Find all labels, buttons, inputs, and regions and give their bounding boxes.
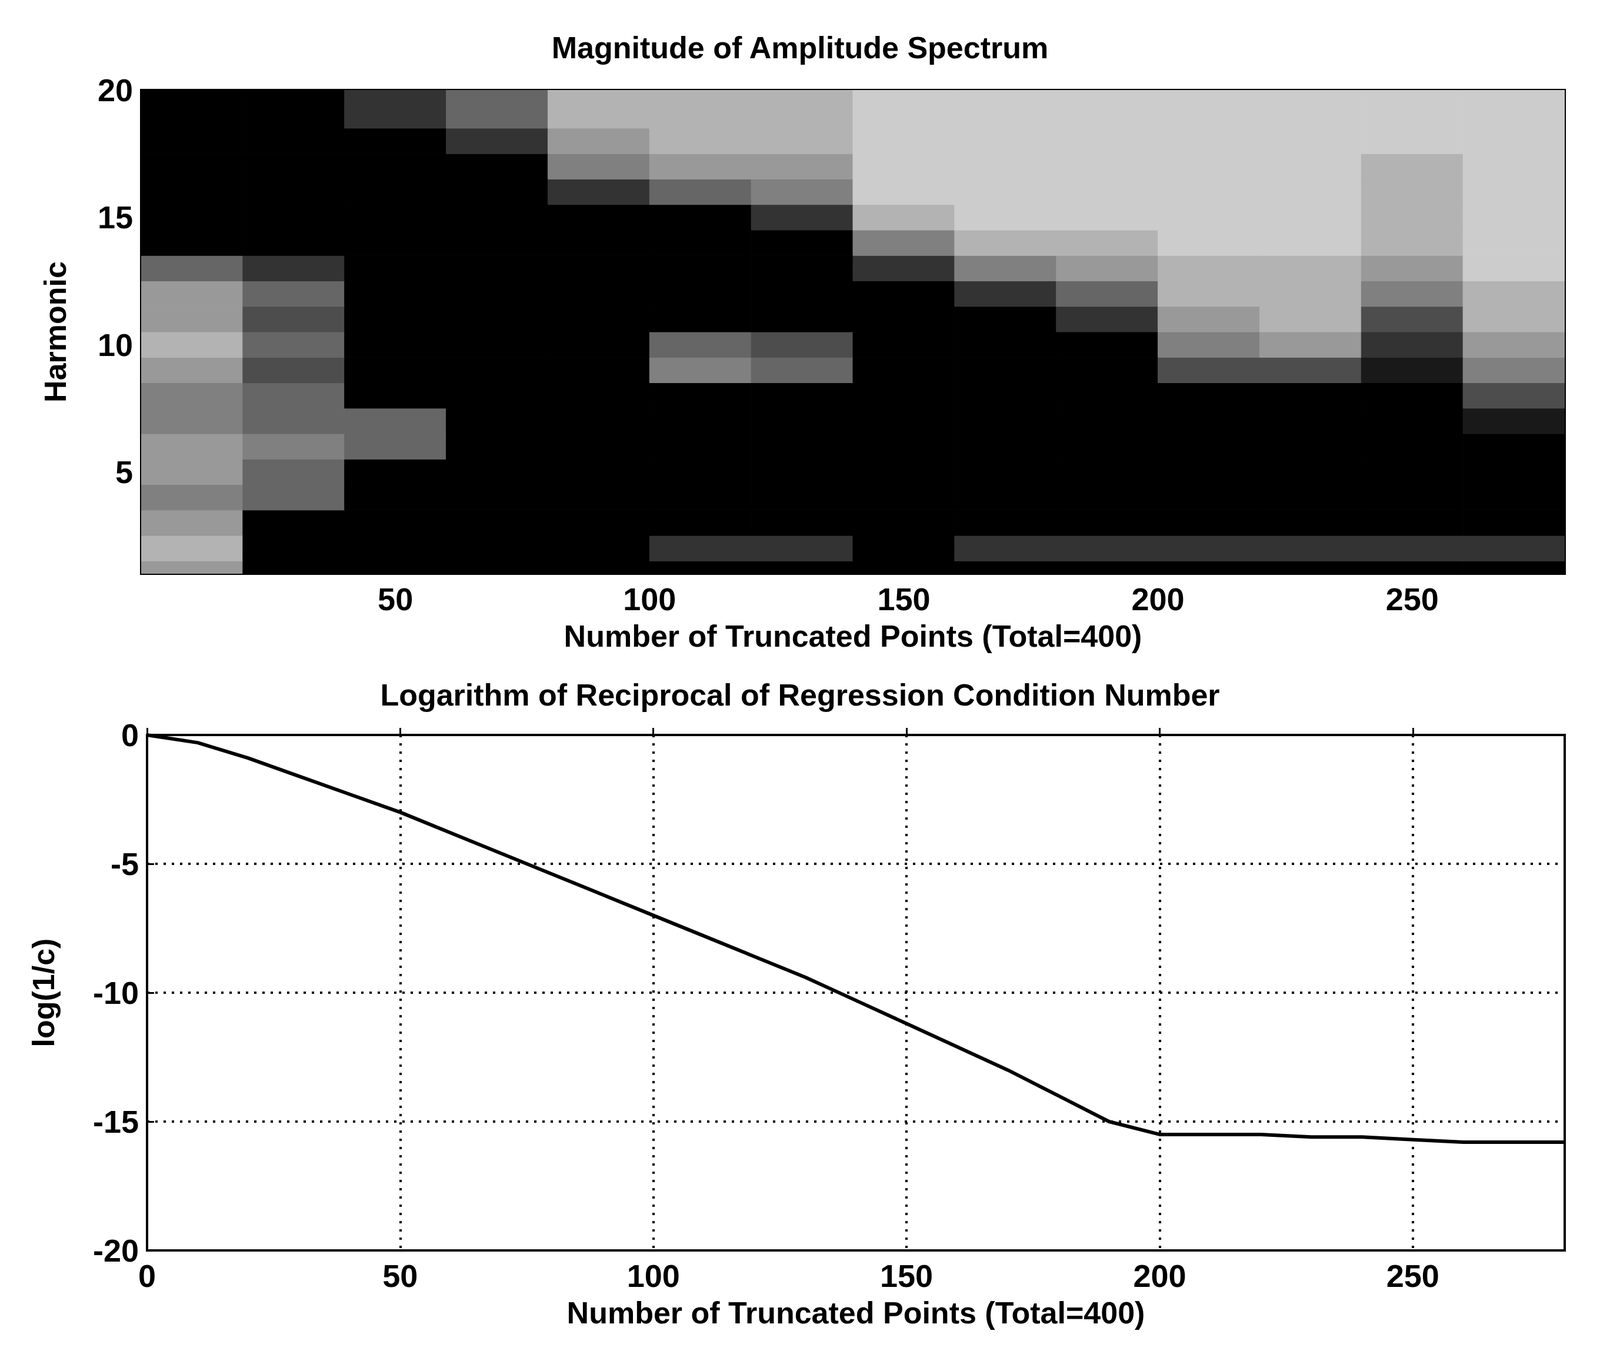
svg-text:200: 200 [1131,581,1185,617]
svg-text:15: 15 [97,199,133,235]
svg-text:Number of Truncated Points (To: Number of Truncated Points (Total=400) [564,618,1143,653]
svg-text:log(1/c): log(1/c) [26,938,61,1048]
svg-text:-15: -15 [92,1103,139,1139]
svg-text:50: 50 [382,1257,418,1293]
svg-text:50: 50 [377,581,413,617]
svg-text:150: 150 [877,581,930,617]
svg-text:-20: -20 [92,1232,139,1268]
svg-text:200: 200 [1132,1257,1186,1293]
svg-text:100: 100 [622,581,676,617]
svg-text:10: 10 [97,327,133,363]
svg-text:250: 250 [1386,1257,1440,1293]
svg-text:-10: -10 [92,974,139,1010]
svg-text:Harmonic: Harmonic [38,261,73,403]
svg-text:250: 250 [1385,581,1439,617]
svg-text:100: 100 [627,1257,680,1293]
svg-text:20: 20 [97,72,133,108]
svg-text:0: 0 [138,1257,156,1293]
svg-text:Magnitude of Amplitude Spectru: Magnitude of Amplitude Spectrum [551,30,1049,65]
svg-text:Number of Truncated Points (To: Number of Truncated Points (Total=400) [567,1295,1146,1330]
svg-text:5: 5 [115,454,133,490]
svg-text:150: 150 [880,1257,933,1293]
svg-text:Logarithm of Reciprocal of Reg: Logarithm of Reciprocal of Regression Co… [380,677,1220,712]
svg-text:0: 0 [121,717,139,753]
svg-text:-5: -5 [110,845,139,882]
